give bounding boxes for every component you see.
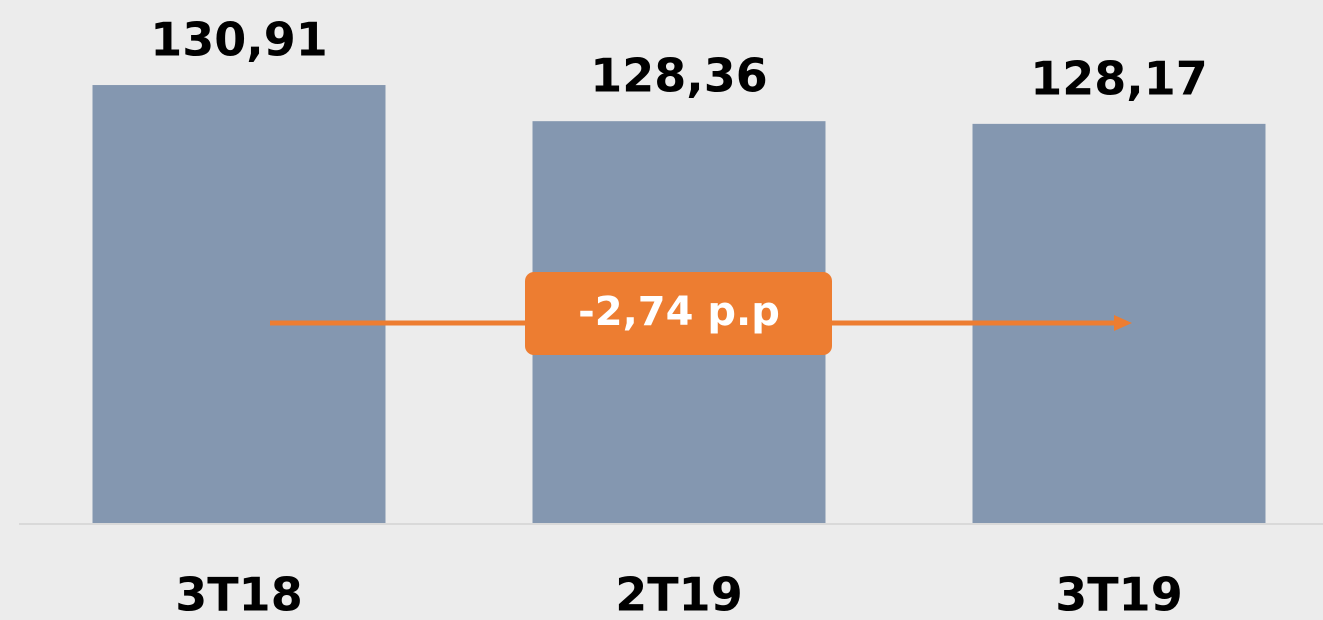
x-tick-label: 2T19 <box>615 568 742 620</box>
x-tick-label: 3T18 <box>175 568 302 620</box>
bar <box>92 85 386 523</box>
value-label: 130,91 <box>150 13 328 67</box>
annotation: -2,74 p.p <box>578 289 780 335</box>
value-label: 128,17 <box>1030 51 1208 105</box>
annotation-box <box>525 272 832 355</box>
arrow-head <box>1114 315 1132 331</box>
value-label: 128,36 <box>590 49 768 103</box>
x-tick-label: 3T19 <box>1055 568 1182 620</box>
